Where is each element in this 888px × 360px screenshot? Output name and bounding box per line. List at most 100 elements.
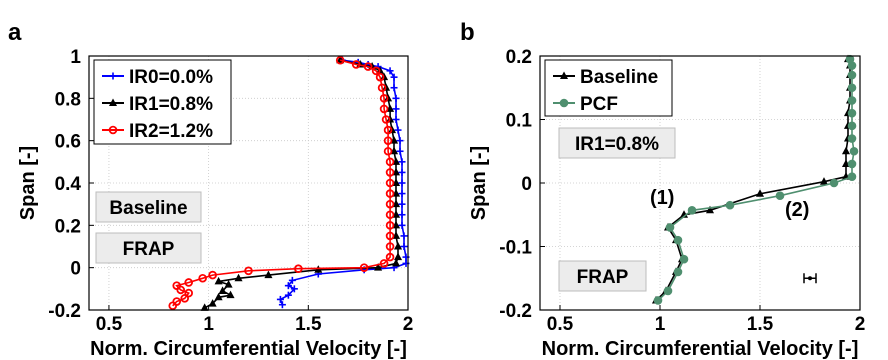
y-tick-label: -0.1 bbox=[499, 238, 532, 259]
data-point bbox=[390, 136, 399, 144]
series-pcf bbox=[653, 54, 859, 305]
data-point bbox=[294, 264, 303, 274]
annotation-label: (2) bbox=[785, 199, 809, 221]
annotation-box: FRAP bbox=[95, 232, 202, 264]
legend-marker bbox=[108, 98, 118, 106]
legend: IR0=0.0% IR1=0.8% IR2=1.2% bbox=[93, 59, 232, 145]
data-point bbox=[392, 210, 401, 218]
data-point bbox=[385, 199, 395, 209]
data-point bbox=[284, 282, 292, 290]
data-point bbox=[847, 134, 857, 143]
y-tick-label: -0.2 bbox=[499, 301, 532, 322]
y-tick-label: -0.2 bbox=[48, 301, 81, 322]
data-point bbox=[359, 263, 369, 272]
data-point bbox=[390, 146, 399, 155]
panel-a-chart: 0.5 1 1.5 2 -0.2 0 0.2 0.4 0.6 0.8 1 Norm. Circumfe… bbox=[17, 47, 413, 360]
data-point bbox=[847, 96, 857, 105]
x-tick-label: 1 bbox=[203, 314, 214, 335]
data-point bbox=[847, 159, 857, 169]
data-point bbox=[400, 243, 408, 250]
data-point bbox=[398, 168, 406, 176]
annotation-box-bg bbox=[558, 260, 647, 292]
data-point bbox=[278, 301, 286, 309]
data-point bbox=[234, 273, 243, 282]
data-point bbox=[705, 205, 715, 214]
legend-label: IR0=0.0% bbox=[129, 67, 213, 88]
legend-marker bbox=[559, 98, 569, 108]
data-point bbox=[214, 292, 223, 301]
data-point bbox=[383, 125, 393, 135]
data-point bbox=[400, 232, 408, 240]
data-point bbox=[385, 189, 395, 198]
y-axis-label: Span [-] bbox=[468, 146, 490, 220]
data-point bbox=[379, 104, 389, 114]
data-point bbox=[392, 157, 401, 165]
axes-frame bbox=[539, 55, 861, 311]
data-point bbox=[398, 211, 406, 219]
annotation-box-bg bbox=[95, 191, 202, 223]
y-tick-label: 0.1 bbox=[506, 111, 533, 132]
x-tick-label: 0.5 bbox=[96, 314, 123, 335]
data-point bbox=[385, 221, 395, 230]
data-point bbox=[218, 286, 227, 294]
data-point bbox=[264, 270, 273, 279]
y-tick-label: 0 bbox=[521, 174, 532, 195]
data-point bbox=[385, 157, 395, 167]
data-point bbox=[385, 168, 395, 177]
data-point bbox=[244, 266, 253, 276]
data-point bbox=[847, 172, 857, 181]
series-line bbox=[204, 59, 399, 309]
data-point bbox=[847, 121, 857, 131]
data-point bbox=[398, 190, 406, 198]
annotation-box-text: FRAP bbox=[577, 267, 629, 288]
x-tick-label: 0.5 bbox=[547, 314, 574, 335]
annotation-box: IR1=0.8% bbox=[558, 127, 676, 159]
annotation-box-text: IR1=0.8% bbox=[575, 134, 659, 155]
data-point bbox=[214, 276, 223, 285]
x-tick-label: 1 bbox=[655, 314, 666, 335]
annotation-box: Baseline bbox=[95, 191, 202, 223]
data-point bbox=[393, 252, 403, 261]
data-point bbox=[841, 146, 851, 155]
data-point bbox=[374, 263, 383, 271]
data-point bbox=[385, 210, 395, 220]
data-point bbox=[379, 94, 389, 103]
data-point bbox=[398, 221, 406, 229]
y-tick-label: 0.4 bbox=[55, 174, 82, 195]
panel-letter-b: b bbox=[460, 19, 475, 46]
data-point bbox=[381, 115, 391, 124]
data-point bbox=[775, 191, 785, 201]
data-point bbox=[392, 167, 401, 176]
data-point bbox=[673, 267, 683, 277]
legend-marker bbox=[109, 72, 117, 80]
data-point bbox=[383, 146, 393, 156]
annotation-label: (1) bbox=[650, 187, 674, 209]
legend-label: IR2=1.2% bbox=[129, 121, 213, 142]
data-point bbox=[847, 83, 857, 93]
data-point bbox=[687, 206, 697, 215]
data-point bbox=[847, 70, 857, 80]
legend-marker bbox=[559, 71, 569, 79]
series-ir2-1-2- bbox=[168, 55, 395, 311]
data-point bbox=[819, 177, 829, 185]
data-point bbox=[385, 231, 395, 241]
x-tick-label: 1.5 bbox=[747, 314, 774, 335]
data-point bbox=[665, 223, 675, 232]
data-point bbox=[351, 60, 361, 69]
data-point bbox=[392, 105, 400, 113]
data-point bbox=[392, 231, 401, 239]
data-point bbox=[208, 299, 217, 307]
data-point bbox=[386, 104, 395, 112]
data-point bbox=[224, 280, 233, 288]
legend-marker bbox=[108, 125, 118, 135]
data-point bbox=[393, 241, 403, 250]
data-point bbox=[392, 258, 401, 267]
data-point bbox=[398, 200, 406, 208]
data-point bbox=[288, 276, 296, 284]
data-point bbox=[208, 270, 217, 280]
data-point bbox=[829, 178, 839, 188]
annotation-box-text: FRAP bbox=[123, 239, 175, 260]
data-point bbox=[377, 83, 387, 93]
annotation-box-bg bbox=[558, 127, 676, 159]
panel-b-chart: 0.5 1 1.5 2 -0.2 -0.1 0 0.1 0.2 Norm. Circumferen… bbox=[468, 47, 865, 360]
